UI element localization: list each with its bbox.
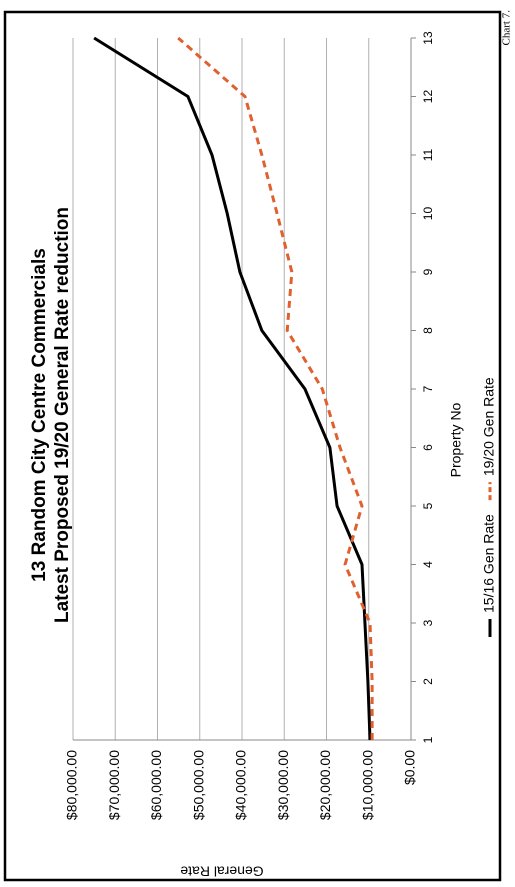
x-tick-label: 9 <box>421 268 435 275</box>
x-tick-label: 8 <box>421 327 435 334</box>
series-line <box>177 36 374 740</box>
y-tick-label: $50,000.00 <box>190 750 206 820</box>
y-tick-label: $20,000.00 <box>317 750 333 820</box>
legend-label: 15/16 Gen Rate <box>481 514 497 613</box>
chart-border <box>3 10 502 882</box>
x-tick-label: 6 <box>421 444 435 451</box>
y-tick-label: $30,000.00 <box>275 750 291 820</box>
y-tick-label: $70,000.00 <box>106 750 122 820</box>
x-tick-label: 4 <box>421 561 435 568</box>
y-tick-label: $40,000.00 <box>233 750 249 820</box>
x-tick-label: 12 <box>421 90 435 104</box>
x-tick-label: 3 <box>421 619 435 626</box>
x-tick-label: 13 <box>421 31 435 45</box>
x-tick-label: 2 <box>421 678 435 685</box>
chart-subtitle: Latest Proposed 19/20 General Rate reduc… <box>52 207 73 623</box>
x-tick-label: 10 <box>421 207 435 221</box>
y-axis-label: General Rate <box>180 863 263 879</box>
x-tick-label: 1 <box>421 736 435 743</box>
series-line <box>93 36 372 741</box>
y-tick-label: $80,000.00 <box>64 750 80 820</box>
y-tick-label: $10,000.00 <box>359 750 375 820</box>
y-tick-label: $0.00 <box>402 750 418 785</box>
chart-note: Chart 7. <box>501 10 513 46</box>
x-axis-label: Property No <box>448 402 464 477</box>
x-tick-label: 7 <box>421 385 435 392</box>
rotated-chart: Chart 7. 13 Random City Centre Commercia… <box>3 10 513 882</box>
y-tick-label: $60,000.00 <box>148 750 164 820</box>
chart-title: 13 Random City Centre Commercials <box>29 248 50 582</box>
legend-label: 19/20 Gen Rate <box>481 377 497 476</box>
x-tick-label: 5 <box>421 502 435 509</box>
x-tick-label: 11 <box>421 148 435 161</box>
